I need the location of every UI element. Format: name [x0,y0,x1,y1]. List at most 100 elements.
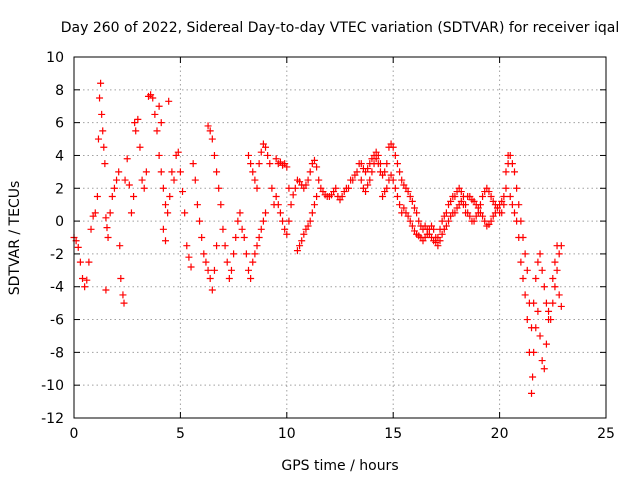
data-point [396,168,404,176]
data-point [306,168,314,176]
data-point [232,234,240,241]
data-point [236,209,244,217]
data-point [213,168,221,176]
data-point [410,204,418,212]
data-point [159,225,167,233]
data-point [353,168,361,176]
data-point [94,135,102,143]
data-point [538,357,546,365]
data-point [534,258,542,266]
data-point [304,222,312,230]
data-point [396,201,404,209]
y-tick-label: 2 [55,181,64,197]
data-point [389,176,397,184]
data-point [364,181,372,189]
data-point [293,247,301,255]
data-point [113,176,121,184]
data-point [506,192,514,200]
data-point [130,192,138,200]
data-point [230,250,238,258]
data-point [376,160,384,168]
y-axis-label: SDTVAR / TECUs [7,181,23,296]
data-point [553,242,561,250]
data-point [517,258,525,266]
data-point [206,275,214,283]
data-point [430,225,438,233]
data-point [528,324,536,332]
data-point [408,197,416,205]
data-point [272,155,280,163]
data-point [547,316,555,324]
y-tick-label: 0 [55,214,64,230]
chart-title: Day 260 of 2022, Sidereal Day-to-day VTE… [61,20,619,36]
data-point [434,234,442,241]
data-point [120,299,128,307]
data-point [125,181,133,189]
data-point [249,258,257,266]
data-point [117,275,125,283]
data-point [83,276,91,284]
data-point [217,201,225,209]
data-point [227,266,235,274]
data-point [515,234,523,241]
data-point [306,217,314,225]
data-point [366,176,374,184]
data-point [208,135,216,143]
data-point [244,151,252,159]
data-point [383,160,391,168]
x-tick-label: 0 [70,426,79,442]
x-tick-label: 20 [491,426,509,442]
data-point [530,348,538,356]
data-point [393,192,401,200]
data-point [168,168,176,176]
data-point [101,160,109,168]
data-point [108,192,116,200]
y-tick-label: 6 [55,116,64,132]
data-point [515,201,523,209]
data-point [542,340,550,348]
data-point [523,266,531,274]
data-point [513,184,521,192]
data-point [97,79,105,87]
data-point [223,258,231,266]
data-point [268,184,276,192]
grid-layer [74,57,606,418]
data-point [555,291,563,299]
data-point [540,283,548,291]
data-point [298,237,306,245]
data-point [208,286,216,294]
data-point [485,188,493,196]
data-point [530,299,538,307]
data-point [500,201,508,209]
data-point [121,176,129,184]
data-point [251,250,259,258]
data-point [274,201,282,209]
data-point [423,225,431,233]
data-point [479,212,487,220]
data-point [404,212,412,220]
data-point [102,214,110,222]
data-point [296,242,304,250]
data-point [406,217,414,225]
data-point [500,192,508,200]
data-point [104,234,112,241]
data-point [457,188,465,196]
data-point [281,225,289,233]
y-tick-label: -6 [50,313,64,329]
data-point [345,184,353,192]
data-point [508,160,516,168]
y-tick-label: 10 [46,50,64,66]
data-point [557,302,565,310]
data-point [400,204,408,212]
data-point [238,225,246,233]
data-point [174,148,182,156]
data-point [304,176,312,184]
data-point [553,266,561,274]
data-point [185,253,193,261]
y-tick-label: -10 [41,378,64,394]
data-point [481,217,489,225]
data-point [255,234,263,241]
data-point [257,225,265,233]
data-point [176,168,184,176]
